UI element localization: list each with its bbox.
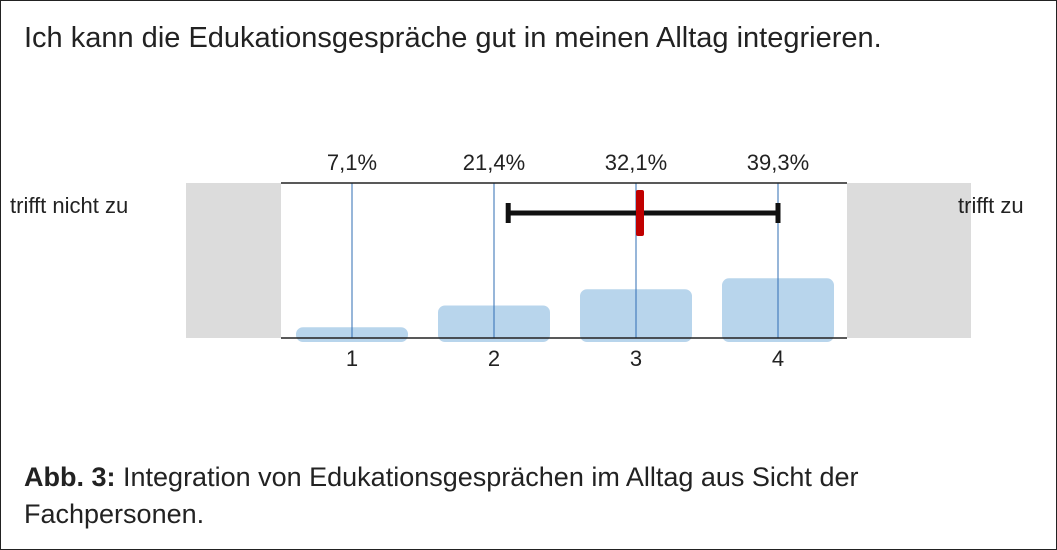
tick-label-1: 1 (346, 346, 358, 371)
caption-label: Abb. 3: (24, 462, 116, 492)
value-label-2: 21,4% (463, 150, 525, 175)
value-label-1: 7,1% (327, 150, 377, 175)
bars-layer (296, 278, 834, 342)
right-side-panel (847, 183, 971, 338)
value-label-4: 39,3% (747, 150, 809, 175)
tick-label-4: 4 (772, 346, 784, 371)
mean-marker (636, 190, 644, 236)
value-label-3: 32,1% (605, 150, 667, 175)
left-anchor-label: trifft nicht zu (10, 193, 128, 218)
figure-caption: Abb. 3: Integration von Edukationsgesprä… (24, 459, 1024, 533)
labels-layer: 7,1% 1 21,4% 2 32,1% 3 39,3% 4 (327, 150, 809, 371)
gridlines-layer (351, 183, 779, 338)
caption-text: Integration von Edukationsgesprächen im … (24, 462, 859, 529)
left-side-panel (186, 183, 281, 338)
tick-label-2: 2 (488, 346, 500, 371)
range-layer (505, 190, 781, 236)
tick-label-3: 3 (630, 346, 642, 371)
question-text: Ich kann die Edukationsgespräche gut in … (24, 22, 882, 54)
right-anchor-label: trifft zu (958, 193, 1024, 218)
